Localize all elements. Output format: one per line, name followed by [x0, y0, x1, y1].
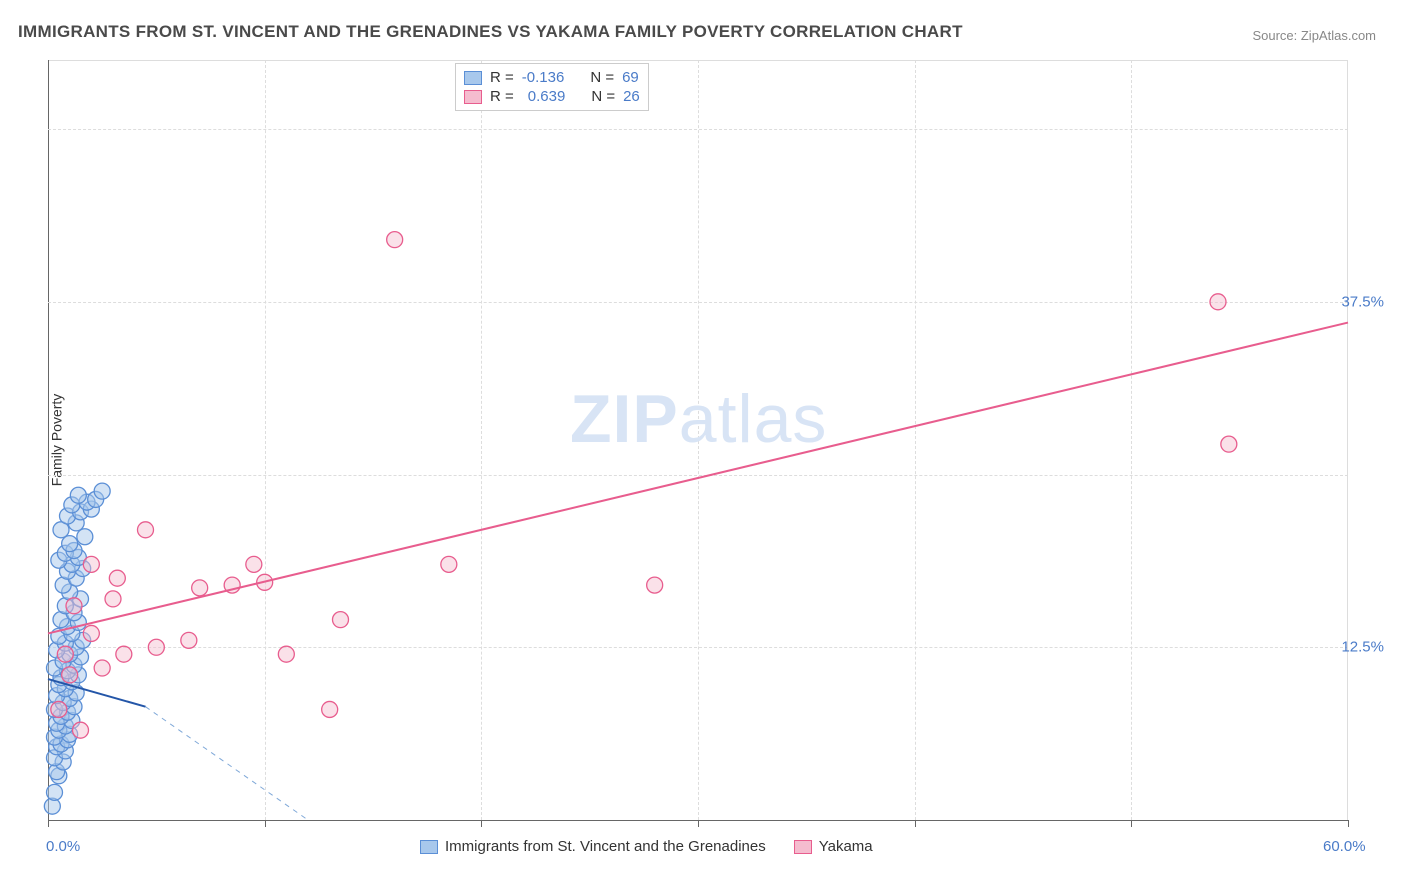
legend-stats-row-1: R = -0.136 N = 69 — [464, 68, 640, 87]
legend-n-value-2: 26 — [623, 88, 640, 105]
legend-series: Immigrants from St. Vincent and the Gren… — [420, 838, 873, 855]
legend-n-value-1: 69 — [622, 69, 639, 86]
legend-item-series-2: Yakama — [794, 838, 873, 855]
legend-r-value-1: -0.136 — [522, 69, 565, 86]
legend-swatch-series-1 — [420, 840, 438, 854]
x-tick-label: 0.0% — [46, 838, 80, 855]
legend-stats: R = -0.136 N = 69 R = 0.639 N = 26 — [455, 63, 649, 111]
legend-r-label: R = — [490, 88, 514, 105]
legend-n-label: N = — [591, 88, 615, 105]
legend-n-label: N = — [590, 69, 614, 86]
legend-r-value-2: 0.639 — [522, 88, 566, 105]
legend-swatch-series-2 — [794, 840, 812, 854]
legend-item-series-1: Immigrants from St. Vincent and the Gren… — [420, 838, 766, 855]
x-tick-label: 60.0% — [1323, 838, 1366, 855]
legend-swatch-series-2 — [464, 90, 482, 104]
chart-title: IMMIGRANTS FROM ST. VINCENT AND THE GREN… — [18, 22, 963, 42]
source-attribution: Source: ZipAtlas.com — [1252, 28, 1376, 43]
legend-stats-row-2: R = 0.639 N = 26 — [464, 87, 640, 106]
chart-container: { "title": "IMMIGRANTS FROM ST. VINCENT … — [0, 0, 1406, 892]
legend-swatch-series-1 — [464, 71, 482, 85]
legend-label-series-2: Yakama — [819, 838, 873, 855]
legend-label-series-1: Immigrants from St. Vincent and the Gren… — [445, 838, 766, 855]
legend-r-label: R = — [490, 69, 514, 86]
scatter-plot — [48, 60, 1348, 820]
